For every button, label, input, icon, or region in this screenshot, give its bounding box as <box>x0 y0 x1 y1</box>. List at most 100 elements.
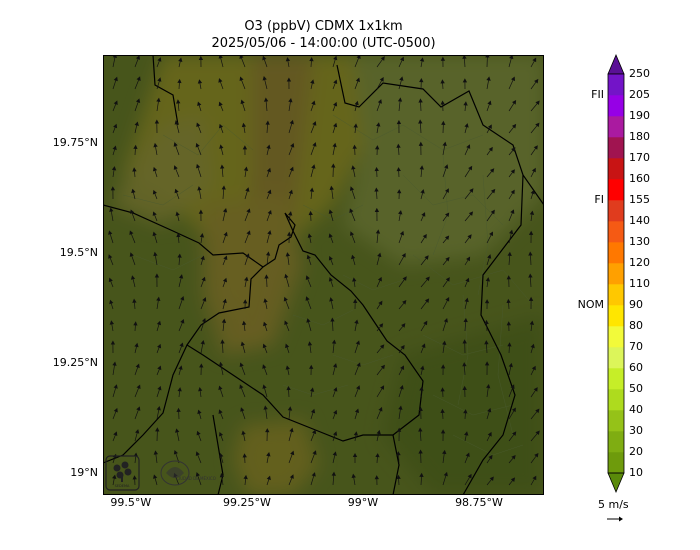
wind-arrow <box>288 100 291 112</box>
wind-arrowhead <box>509 55 514 60</box>
wind-arrow <box>198 188 202 200</box>
wind-arrowhead <box>239 384 244 389</box>
wind-arrowhead <box>305 275 310 280</box>
colorbar-segment <box>608 305 624 327</box>
wind-arrowhead <box>467 234 472 239</box>
colorbar-tick-label: 180 <box>629 130 650 143</box>
wind-arrow <box>310 166 315 178</box>
wind-arrow <box>177 101 180 112</box>
wind-arrowhead <box>135 55 141 60</box>
wind-arrow <box>486 322 488 332</box>
wind-arrowhead <box>485 277 491 282</box>
wind-arrowhead <box>240 341 245 346</box>
wind-arrow <box>398 408 401 420</box>
wind-arrowhead <box>530 189 535 195</box>
wind-arrow <box>109 256 114 266</box>
wind-arrow <box>244 232 250 244</box>
wind-arrow <box>306 277 312 288</box>
wind-arrowhead <box>354 100 359 106</box>
wind-arrowhead <box>109 207 114 212</box>
wind-arrowhead <box>129 252 134 257</box>
wind-arrow <box>112 79 117 90</box>
wind-arrow <box>287 254 290 266</box>
state-line-north <box>152 55 179 126</box>
wind-arrow <box>352 257 356 266</box>
wind-arrowhead <box>352 144 357 149</box>
map-title: O3 (ppbV) CDMX 1x1km <box>244 19 403 34</box>
wind-arrowhead <box>112 145 117 151</box>
wind-arrowhead <box>374 166 379 172</box>
wind-arrowhead <box>396 167 401 172</box>
wind-arrowhead <box>512 99 517 105</box>
wind-arrow <box>266 454 269 464</box>
wind-arrow <box>529 276 532 288</box>
wind-arrowhead <box>440 364 446 369</box>
ozone-map[interactable]: SEDEMA CIUDAD DE MÉXICO <box>103 55 544 495</box>
wind-arrowhead <box>134 342 139 348</box>
wind-arrowhead <box>486 383 491 389</box>
wind-arrowhead <box>396 474 401 479</box>
wind-arrowhead <box>285 365 290 370</box>
wind-arrowhead <box>333 122 338 128</box>
wind-arrowhead <box>509 229 514 235</box>
wind-arrow <box>285 322 290 332</box>
wind-arrowhead <box>398 405 403 410</box>
wind-arrow <box>112 56 116 68</box>
wind-arrow <box>197 166 202 178</box>
wind-arrowhead <box>468 211 474 216</box>
wind-arrowhead <box>263 321 268 327</box>
wind-arrow <box>134 100 139 112</box>
wind-arrowhead <box>312 450 317 455</box>
wind-arrowhead <box>311 472 316 477</box>
wind-arrow <box>332 365 336 376</box>
wind-arrowhead <box>175 211 180 216</box>
colorbar-segment <box>608 116 624 138</box>
wind-arrowhead <box>196 163 201 169</box>
wind-arrowhead <box>419 472 424 477</box>
wind-arrowhead <box>490 209 495 215</box>
wind-arrowhead <box>131 188 136 194</box>
wind-arrow <box>263 386 268 398</box>
wind-arrowhead <box>285 57 291 62</box>
wind-arrow <box>134 408 140 420</box>
wind-arrowhead <box>265 251 271 256</box>
wind-arrowhead <box>528 273 533 278</box>
wind-arrowhead <box>136 384 141 390</box>
wind-arrowhead <box>418 406 423 411</box>
wind-arrowhead <box>311 164 316 169</box>
wind-arrowhead <box>443 471 448 477</box>
lat-tick-label: 19°N <box>70 466 98 479</box>
wind-arrowhead <box>510 209 515 214</box>
wind-arrowhead <box>508 362 513 368</box>
wind-arrow <box>240 364 246 376</box>
wind-arrowhead <box>310 408 316 414</box>
wind-arrow <box>398 301 405 310</box>
wind-arrowhead <box>132 167 137 172</box>
wind-arrowhead <box>152 231 157 237</box>
wind-arrow <box>486 342 488 354</box>
sedema-logo: SEDEMA <box>105 455 140 491</box>
wind-arrowhead <box>463 101 468 106</box>
wind-arrowhead <box>108 254 113 259</box>
wind-arrowhead <box>156 320 162 326</box>
wind-arrowhead <box>113 407 118 413</box>
wind-arrow <box>352 167 356 178</box>
wind-arrowhead <box>331 163 336 168</box>
wind-arrow <box>398 58 403 68</box>
wind-arrowhead <box>443 317 448 323</box>
wind-arrowhead <box>534 453 539 458</box>
wind-arrowhead <box>440 429 446 434</box>
colorbar-tick-label: 10 <box>629 466 643 479</box>
wind-arrowhead <box>535 100 540 106</box>
wind-arrowhead <box>399 230 405 236</box>
wind-arrowhead <box>312 121 317 126</box>
wind-arrow <box>530 454 538 464</box>
wind-arrowhead <box>445 256 450 262</box>
wind-arrowhead <box>375 453 380 458</box>
wind-arrowhead <box>309 364 314 369</box>
wind-arrowhead <box>510 384 515 389</box>
wind-arrowhead <box>262 343 267 349</box>
wind-arrowhead <box>113 431 118 437</box>
wind-arrowhead <box>511 407 516 413</box>
wind-arrowhead <box>242 145 248 150</box>
